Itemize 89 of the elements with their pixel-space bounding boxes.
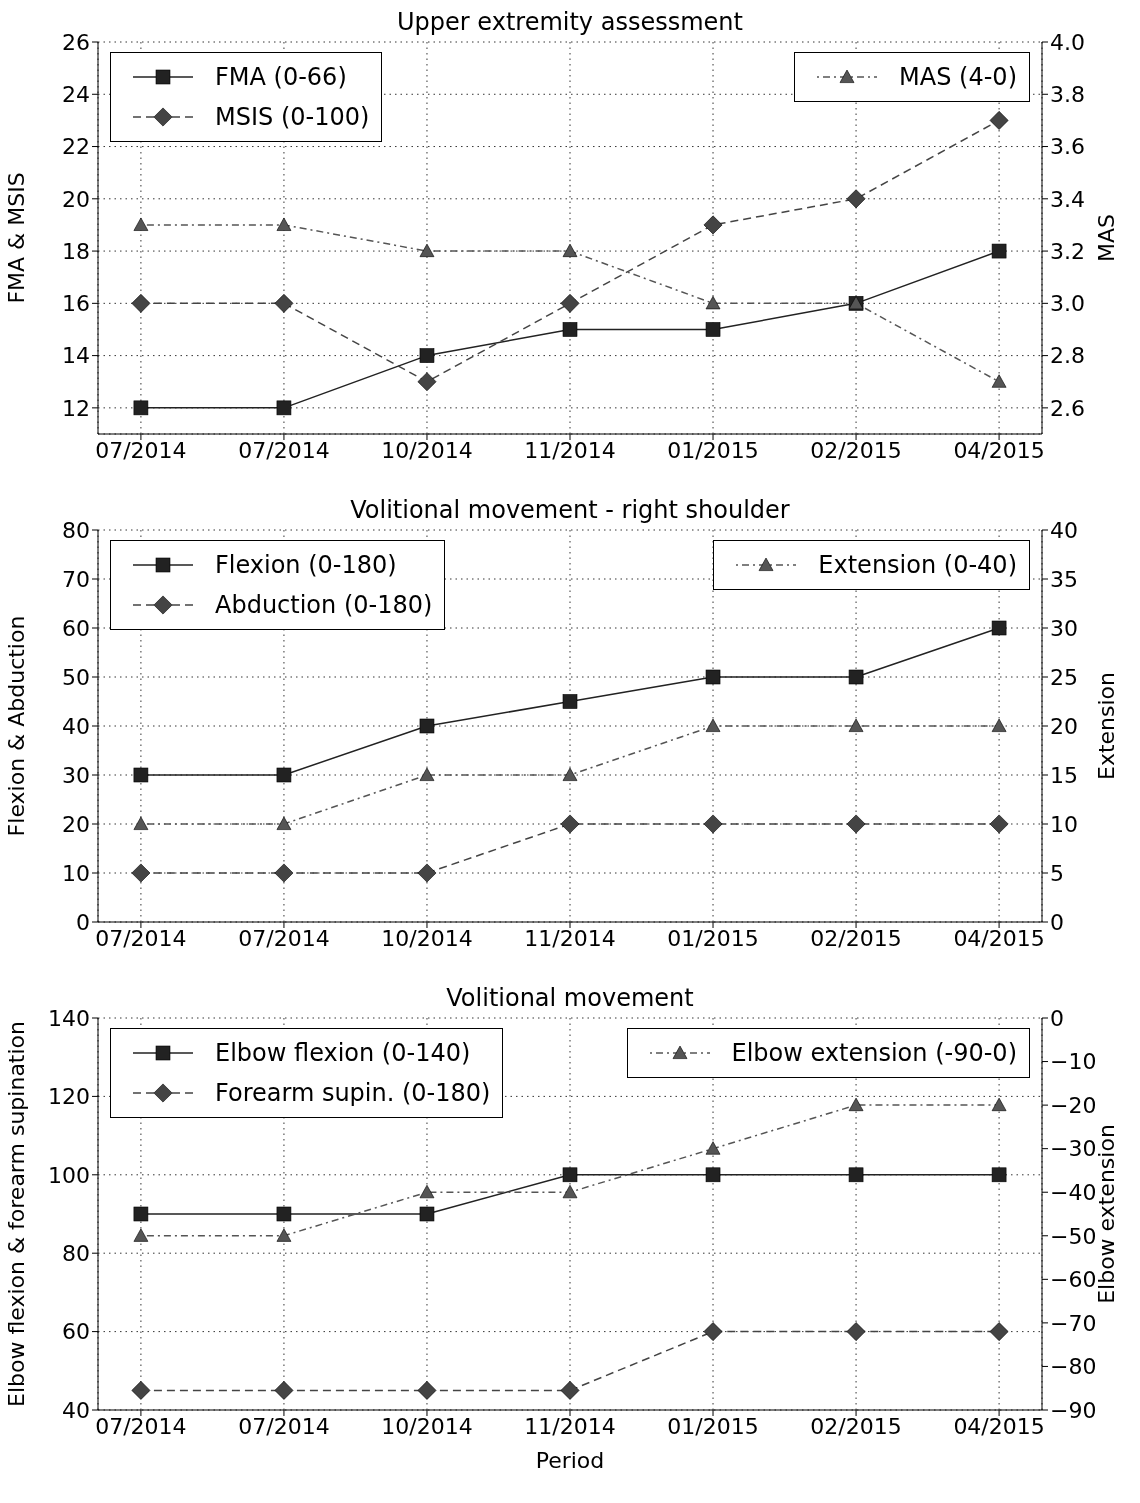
- y2-tick-label: −80: [1050, 1354, 1097, 1380]
- y2-tick-label: 20: [1050, 713, 1078, 739]
- chart-title: Volitional movement: [445, 984, 695, 1012]
- legend-label: Elbow extension (-90-0): [731, 1039, 1017, 1067]
- x-tick-label: 10/2014: [381, 1413, 473, 1439]
- y-tick-label: 30: [62, 762, 90, 788]
- y-tick-label: 26: [62, 29, 90, 55]
- y-tick-label: 20: [62, 811, 90, 837]
- y2-tick-label: −10: [1050, 1049, 1097, 1075]
- y-tick-label: 16: [62, 291, 90, 317]
- x-tick-label: 01/2015: [667, 437, 759, 463]
- x-tick-label: 11/2014: [524, 1413, 616, 1439]
- x-tick-label: 07/2014: [95, 925, 187, 951]
- x-axis-title: Period: [535, 1448, 605, 1473]
- y-tick-label: 24: [62, 82, 90, 108]
- y2-tick-label: −60: [1050, 1267, 1097, 1293]
- y2-tick-label: 15: [1050, 762, 1078, 788]
- y-tick-label: 14: [62, 343, 90, 369]
- y2-tick-label: 0: [1050, 1005, 1064, 1031]
- y-tick-label: 0: [76, 909, 90, 935]
- y-tick-label: 80: [62, 1241, 90, 1267]
- legend-label: Extension (0-40): [818, 551, 1017, 579]
- y2-tick-label: 2.8: [1050, 343, 1085, 369]
- y2-axis-title: MAS: [1093, 214, 1119, 262]
- y2-tick-label: 30: [1050, 615, 1078, 641]
- y-axis-title: Flexion & Abduction: [3, 615, 29, 837]
- y2-tick-label: −30: [1050, 1136, 1097, 1162]
- y2-tick-label: −90: [1050, 1397, 1097, 1423]
- legend-label: FMA (0-66): [215, 63, 347, 91]
- y2-tick-label: 0: [1050, 909, 1064, 935]
- x-tick-label: 07/2014: [238, 1413, 330, 1439]
- legend-label: Elbow flexion (0-140): [215, 1039, 471, 1067]
- x-tick-label: 11/2014: [524, 437, 616, 463]
- chart-title: Volitional movement - right shoulder: [349, 496, 791, 524]
- chart-title: Upper extremity assessment: [396, 8, 744, 36]
- y2-tick-label: −50: [1050, 1223, 1097, 1249]
- y-tick-label: 60: [62, 615, 90, 641]
- y-tick-label: 12: [62, 395, 90, 421]
- x-tick-label: 07/2014: [95, 437, 187, 463]
- x-tick-label: 07/2014: [95, 1413, 187, 1439]
- y-tick-label: 120: [48, 1084, 90, 1110]
- y2-tick-label: 4.0: [1050, 29, 1085, 55]
- y2-axis-title: Extension: [1093, 671, 1119, 781]
- y-tick-label: 50: [62, 664, 90, 690]
- y-tick-label: 40: [62, 1397, 90, 1423]
- legend-label: MAS (4-0): [899, 63, 1017, 91]
- y-tick-label: 10: [62, 860, 90, 886]
- x-tick-label: 04/2015: [953, 925, 1045, 951]
- y2-tick-label: 3.4: [1050, 186, 1085, 212]
- y2-tick-label: 25: [1050, 664, 1078, 690]
- y-axis-title: Elbow flexion & forearm supination: [3, 1020, 29, 1408]
- x-tick-label: 02/2015: [810, 925, 902, 951]
- legend-label: Abduction (0-180): [215, 591, 433, 619]
- x-tick-label: 04/2015: [953, 1413, 1045, 1439]
- y2-tick-label: 3.2: [1050, 238, 1085, 264]
- legend-label: Flexion (0-180): [215, 551, 397, 579]
- x-tick-label: 01/2015: [667, 1413, 759, 1439]
- y-tick-label: 70: [62, 566, 90, 592]
- y-tick-label: 60: [62, 1319, 90, 1345]
- x-tick-label: 11/2014: [524, 925, 616, 951]
- y-axis-title: FMA & MSIS: [3, 172, 29, 304]
- y2-tick-label: 40: [1050, 517, 1078, 543]
- y2-tick-label: 3.6: [1050, 134, 1085, 160]
- x-tick-label: 10/2014: [381, 437, 473, 463]
- y2-tick-label: 2.6: [1050, 395, 1085, 421]
- y2-tick-label: −70: [1050, 1310, 1097, 1336]
- y2-tick-label: −40: [1050, 1180, 1097, 1206]
- x-tick-label: 01/2015: [667, 925, 759, 951]
- y-tick-label: 80: [62, 517, 90, 543]
- y2-tick-label: 5: [1050, 860, 1064, 886]
- x-tick-label: 02/2015: [810, 437, 902, 463]
- y2-tick-label: 3.0: [1050, 291, 1085, 317]
- y2-tick-label: 10: [1050, 811, 1078, 837]
- y-tick-label: 40: [62, 713, 90, 739]
- y-tick-label: 18: [62, 238, 90, 264]
- x-tick-label: 02/2015: [810, 1413, 902, 1439]
- y2-tick-label: −20: [1050, 1092, 1097, 1118]
- x-tick-label: 07/2014: [238, 437, 330, 463]
- y-tick-label: 100: [48, 1162, 90, 1188]
- y-tick-label: 20: [62, 186, 90, 212]
- y2-tick-label: 35: [1050, 566, 1078, 592]
- y-tick-label: 140: [48, 1005, 90, 1031]
- x-tick-label: 04/2015: [953, 437, 1045, 463]
- x-tick-label: 10/2014: [381, 925, 473, 951]
- y-tick-label: 22: [62, 134, 90, 160]
- legend-label: Forearm supin. (0-180): [215, 1079, 491, 1107]
- x-tick-label: 07/2014: [238, 925, 330, 951]
- y2-tick-label: 3.8: [1050, 82, 1085, 108]
- legend-label: MSIS (0-100): [215, 103, 370, 131]
